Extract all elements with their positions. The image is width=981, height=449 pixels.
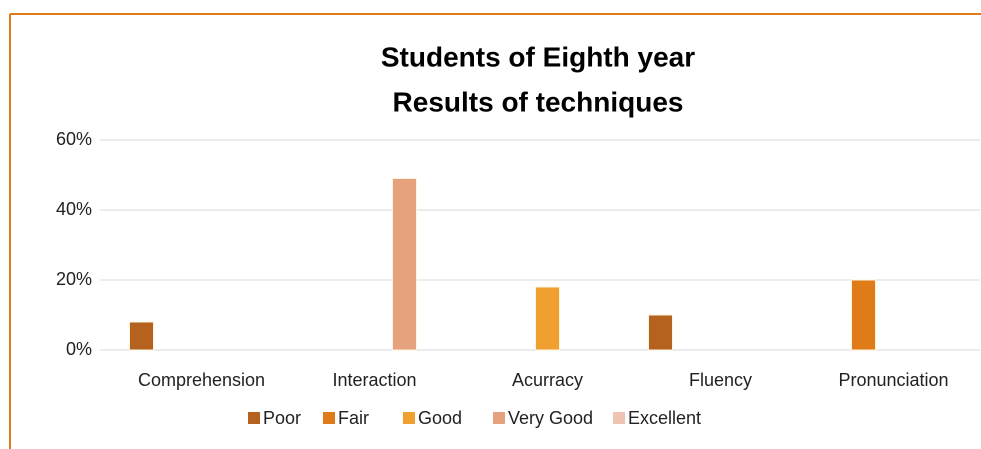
chart-title: Students of Eighth year — [381, 41, 695, 72]
legend-label: Good — [418, 408, 462, 428]
legend-label: Fair — [338, 408, 369, 428]
legend-swatch — [248, 412, 260, 424]
legend-swatch — [403, 412, 415, 424]
bar — [851, 279, 876, 351]
legend-label: Very Good — [508, 408, 593, 428]
bar — [535, 286, 560, 351]
x-tick-label: Comprehension — [138, 370, 265, 390]
x-tick-label: Fluency — [689, 370, 752, 390]
y-tick-label: 20% — [56, 269, 92, 289]
bar — [648, 314, 673, 351]
y-tick-label: 0% — [66, 339, 92, 359]
bar — [392, 178, 417, 351]
legend-swatch — [493, 412, 505, 424]
legend-swatch — [323, 412, 335, 424]
x-tick-label: Interaction — [332, 370, 416, 390]
legend-label: Excellent — [628, 408, 701, 428]
legend-label: Poor — [263, 408, 301, 428]
x-tick-label: Pronunciation — [838, 370, 948, 390]
x-tick-label: Acurracy — [512, 370, 583, 390]
legend-swatch — [613, 412, 625, 424]
bar — [129, 321, 154, 351]
y-tick-label: 40% — [56, 199, 92, 219]
chart-subtitle: Results of techniques — [393, 86, 684, 117]
y-tick-label: 60% — [56, 129, 92, 149]
